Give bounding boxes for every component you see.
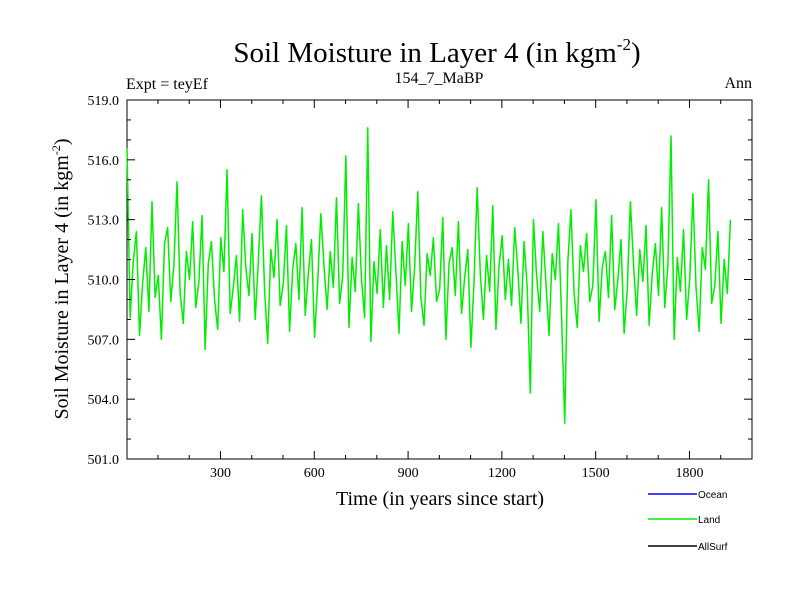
legend-allsurf-label: AllSurf (698, 542, 728, 553)
x-tick-label: 600 (304, 466, 325, 481)
y-tick-label: 504.0 (88, 393, 120, 408)
x-tick-label: 1800 (675, 466, 703, 481)
x-tick-label: 900 (398, 466, 419, 481)
legend-land-label: Land (698, 515, 720, 526)
legend-ocean-label: Ocean (698, 490, 727, 501)
chart-title: Soil Moisture in Layer 4 (in kgm-2) (233, 35, 640, 69)
experiment-label: Expt = teyEf (126, 76, 209, 93)
season-label: Ann (724, 75, 752, 92)
y-tick-label: 513.0 (88, 214, 120, 229)
y-tick-label: 507.0 (88, 333, 120, 348)
y-tick-label: 501.0 (88, 453, 120, 468)
x-axis-ticks: 300 600 900 1200 1500 1800 (157, 100, 722, 481)
x-tick-label: 300 (210, 466, 231, 481)
x-axis-label: Time (in years since start) (336, 488, 544, 510)
y-tick-label: 510.0 (88, 274, 120, 289)
y-tick-label: 516.0 (88, 154, 120, 169)
legend: Ocean Land AllSurf (648, 490, 728, 553)
land-series-line (126, 127, 732, 424)
y-axis-label: Soil Moisture in Layer 4 (in kgm-2) (49, 138, 73, 419)
x-tick-label: 1200 (488, 466, 516, 481)
x-tick-label: 1500 (582, 466, 610, 481)
y-tick-label: 519.0 (88, 94, 120, 109)
center-label: 154_7_MaBP (395, 70, 484, 87)
y-axis-ticks: 501.0 504.0 507.0 510.0 513.0 516.0 519.0 (88, 94, 752, 468)
